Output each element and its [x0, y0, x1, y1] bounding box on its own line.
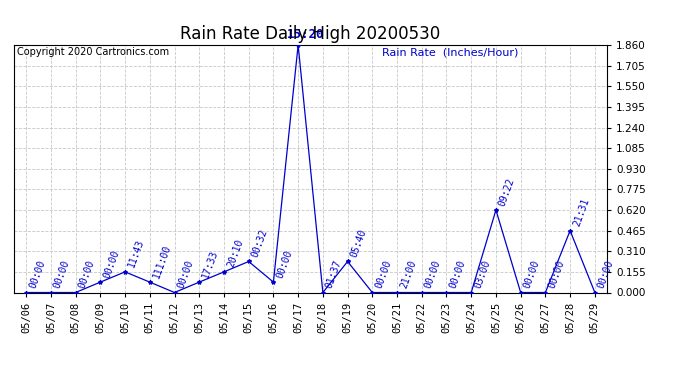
- Text: 21:31: 21:31: [571, 197, 591, 228]
- Text: 05:40: 05:40: [349, 228, 368, 259]
- Text: Copyright 2020 Cartronics.com: Copyright 2020 Cartronics.com: [17, 48, 169, 57]
- Text: 21:00: 21:00: [398, 259, 418, 290]
- Text: 20:10: 20:10: [226, 238, 245, 269]
- Text: 00:00: 00:00: [176, 259, 195, 290]
- Text: 00:32: 00:32: [250, 228, 270, 259]
- Text: 00:00: 00:00: [28, 259, 47, 290]
- Text: 11:43: 11:43: [126, 238, 146, 269]
- Text: 00:00: 00:00: [52, 259, 72, 290]
- Text: 111:00: 111:00: [151, 243, 172, 279]
- Text: 00:00: 00:00: [374, 259, 393, 290]
- Text: 01:37: 01:37: [324, 259, 344, 290]
- Text: 09:22: 09:22: [497, 176, 517, 207]
- Text: 00:00: 00:00: [448, 259, 467, 290]
- Text: 03:00: 03:00: [473, 259, 492, 290]
- Text: Rain Rate  (Inches/Hour): Rain Rate (Inches/Hour): [382, 48, 518, 57]
- Text: 00:00: 00:00: [596, 259, 615, 290]
- Title: Rain Rate Daily High 20200530: Rain Rate Daily High 20200530: [180, 26, 441, 44]
- Text: 00:00: 00:00: [423, 259, 442, 290]
- Text: 00:00: 00:00: [522, 259, 542, 290]
- Text: 15:20: 15:20: [287, 28, 324, 41]
- Text: 00:00: 00:00: [77, 259, 97, 290]
- Text: 00:00: 00:00: [101, 248, 121, 279]
- Text: 00:00: 00:00: [546, 259, 566, 290]
- Text: 00:00: 00:00: [275, 248, 294, 279]
- Text: 17:33: 17:33: [201, 248, 220, 279]
